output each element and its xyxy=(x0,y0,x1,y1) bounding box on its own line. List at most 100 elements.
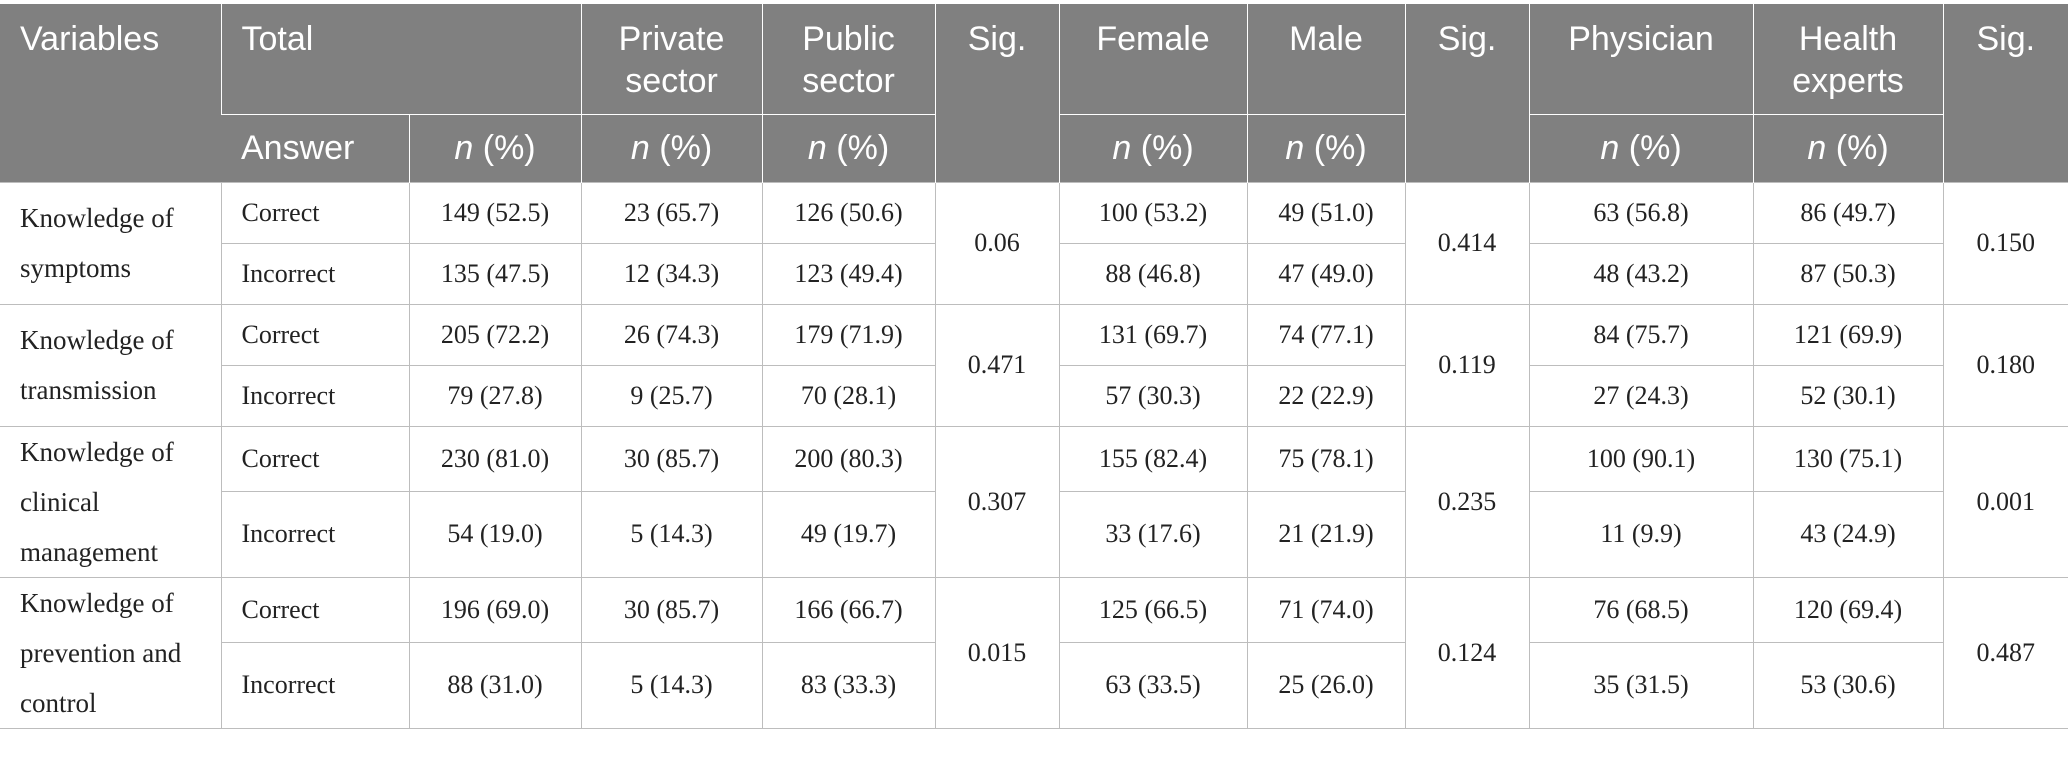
sig-sector-cell: 0.06 xyxy=(934,181,1060,305)
sig-gender-cell: 0.119 xyxy=(1404,303,1530,427)
private-cell: 5 (14.3) xyxy=(580,490,763,578)
header-n-pct-private: n (%) xyxy=(580,113,763,182)
health-experts-cell: 52 (30.1) xyxy=(1752,364,1944,427)
male-cell: 21 (21.9) xyxy=(1246,490,1406,578)
health-experts-cell: 53 (30.6) xyxy=(1752,641,1944,729)
physician-cell: 100 (90.1) xyxy=(1528,425,1754,492)
total-cell: 230 (81.0) xyxy=(408,425,582,492)
female-cell: 155 (82.4) xyxy=(1058,425,1248,492)
variable-label: Knowledge of prevention and control xyxy=(0,576,222,729)
header-health-experts: Health experts xyxy=(1752,4,1944,114)
male-cell: 47 (49.0) xyxy=(1246,242,1406,305)
total-cell: 135 (47.5) xyxy=(408,242,582,305)
public-cell: 83 (33.3) xyxy=(761,641,936,729)
table-row: Knowledge of clinical management Correct 2… xyxy=(0,425,2068,578)
health-experts-cell: 86 (49.7) xyxy=(1752,181,1944,244)
table-row: Incorrect 88 (31.0) 5 (14.3) 83 (33.3) 6… xyxy=(0,641,2068,729)
public-cell: 70 (28.1) xyxy=(761,364,936,427)
female-cell: 100 (53.2) xyxy=(1058,181,1248,244)
header-n-pct-public: n (%) xyxy=(761,113,936,182)
header-sig-profession: Sig. xyxy=(1942,4,2068,182)
total-cell: 88 (31.0) xyxy=(408,641,582,729)
sig-profession-cell: 0.487 xyxy=(1942,576,2068,729)
sig-profession-cell: 0.150 xyxy=(1942,181,2068,305)
private-cell: 5 (14.3) xyxy=(580,641,763,729)
header-n-pct-health-experts: n (%) xyxy=(1752,113,1944,182)
header-variables: Variables xyxy=(0,4,221,182)
header-public-sector: Public sector xyxy=(761,4,936,114)
male-cell: 74 (77.1) xyxy=(1246,303,1406,366)
variable-label: Knowledge of symptoms xyxy=(0,181,222,305)
header-n-pct-male: n (%) xyxy=(1246,113,1406,182)
sig-gender-cell: 0.414 xyxy=(1404,181,1530,305)
physician-cell: 27 (24.3) xyxy=(1528,364,1754,427)
physician-cell: 63 (56.8) xyxy=(1528,181,1754,244)
health-experts-cell: 120 (69.4) xyxy=(1752,576,1944,643)
physician-cell: 35 (31.5) xyxy=(1528,641,1754,729)
public-cell: 123 (49.4) xyxy=(761,242,936,305)
header-female: Female xyxy=(1058,4,1248,114)
female-cell: 63 (33.5) xyxy=(1058,641,1248,729)
total-cell: 196 (69.0) xyxy=(408,576,582,643)
female-cell: 33 (17.6) xyxy=(1058,490,1248,578)
header-sig-sector: Sig. xyxy=(934,4,1060,182)
female-cell: 57 (30.3) xyxy=(1058,364,1248,427)
answer-cell: Correct xyxy=(220,181,410,244)
male-cell: 22 (22.9) xyxy=(1246,364,1406,427)
answer-cell: Incorrect xyxy=(221,364,410,427)
table-row: Knowledge of prevention and control Correc… xyxy=(0,576,2068,729)
male-cell: 75 (78.1) xyxy=(1246,425,1406,492)
variable-label: Knowledge of clinical management xyxy=(0,425,222,578)
answer-cell: Incorrect xyxy=(221,242,410,305)
physician-cell: 76 (68.5) xyxy=(1528,576,1754,643)
health-experts-cell: 87 (50.3) xyxy=(1752,242,1944,305)
private-cell: 26 (74.3) xyxy=(580,303,763,366)
private-cell: 30 (85.7) xyxy=(580,425,763,492)
health-experts-cell: 43 (24.9) xyxy=(1752,490,1944,578)
total-cell: 79 (27.8) xyxy=(408,364,582,427)
health-experts-cell: 130 (75.1) xyxy=(1752,425,1944,492)
header-n-pct-female: n (%) xyxy=(1058,113,1248,182)
sig-sector-cell: 0.471 xyxy=(934,303,1060,427)
health-experts-cell: 121 (69.9) xyxy=(1752,303,1944,366)
sig-sector-cell: 0.307 xyxy=(934,425,1060,578)
sig-gender-cell: 0.124 xyxy=(1404,576,1530,729)
private-cell: 23 (65.7) xyxy=(580,181,763,244)
header-private-sector: Private sector xyxy=(580,4,763,114)
header-n-pct-physician: n (%) xyxy=(1528,113,1754,182)
public-cell: 49 (19.7) xyxy=(761,490,936,578)
physician-cell: 84 (75.7) xyxy=(1528,303,1754,366)
sig-sector-cell: 0.015 xyxy=(934,576,1060,729)
table-row: Knowledge of transmission Correct 205 (72… xyxy=(0,303,2068,427)
private-cell: 30 (85.7) xyxy=(580,576,763,643)
header-male: Male xyxy=(1246,4,1406,114)
physician-cell: 11 (9.9) xyxy=(1528,490,1754,578)
sig-profession-cell: 0.001 xyxy=(1942,425,2068,578)
male-cell: 71 (74.0) xyxy=(1246,576,1406,643)
public-cell: 166 (66.7) xyxy=(761,576,936,643)
female-cell: 131 (69.7) xyxy=(1058,303,1248,366)
variable-label: Knowledge of transmission xyxy=(0,303,222,427)
public-cell: 179 (71.9) xyxy=(761,303,936,366)
total-cell: 54 (19.0) xyxy=(408,490,582,578)
answer-cell: Incorrect xyxy=(221,490,410,578)
public-cell: 200 (80.3) xyxy=(761,425,936,492)
knowledge-table: Variables Total Private sector Public sect… xyxy=(0,4,2068,729)
table-row: Knowledge of symptoms Correct 149 (52.5) … xyxy=(0,181,2068,305)
answer-cell: Correct xyxy=(220,576,410,643)
female-cell: 125 (66.5) xyxy=(1058,576,1248,643)
male-cell: 49 (51.0) xyxy=(1246,181,1406,244)
header-answer: Answer xyxy=(221,113,409,182)
answer-cell: Correct xyxy=(220,303,410,366)
header-sig-gender: Sig. xyxy=(1404,4,1530,182)
total-cell: 149 (52.5) xyxy=(408,181,582,244)
sig-gender-cell: 0.235 xyxy=(1404,425,1530,578)
table-row: Incorrect 79 (27.8) 9 (25.7) 70 (28.1) 5… xyxy=(0,364,2068,427)
private-cell: 9 (25.7) xyxy=(580,364,763,427)
table-row: Incorrect 135 (47.5) 12 (34.3) 123 (49.4… xyxy=(0,242,2068,305)
table-body: Knowledge of symptoms Correct 149 (52.5) … xyxy=(0,181,2068,729)
answer-cell: Incorrect xyxy=(221,641,410,729)
total-cell: 205 (72.2) xyxy=(408,303,582,366)
header-physician: Physician xyxy=(1528,4,1754,114)
male-cell: 25 (26.0) xyxy=(1246,641,1406,729)
